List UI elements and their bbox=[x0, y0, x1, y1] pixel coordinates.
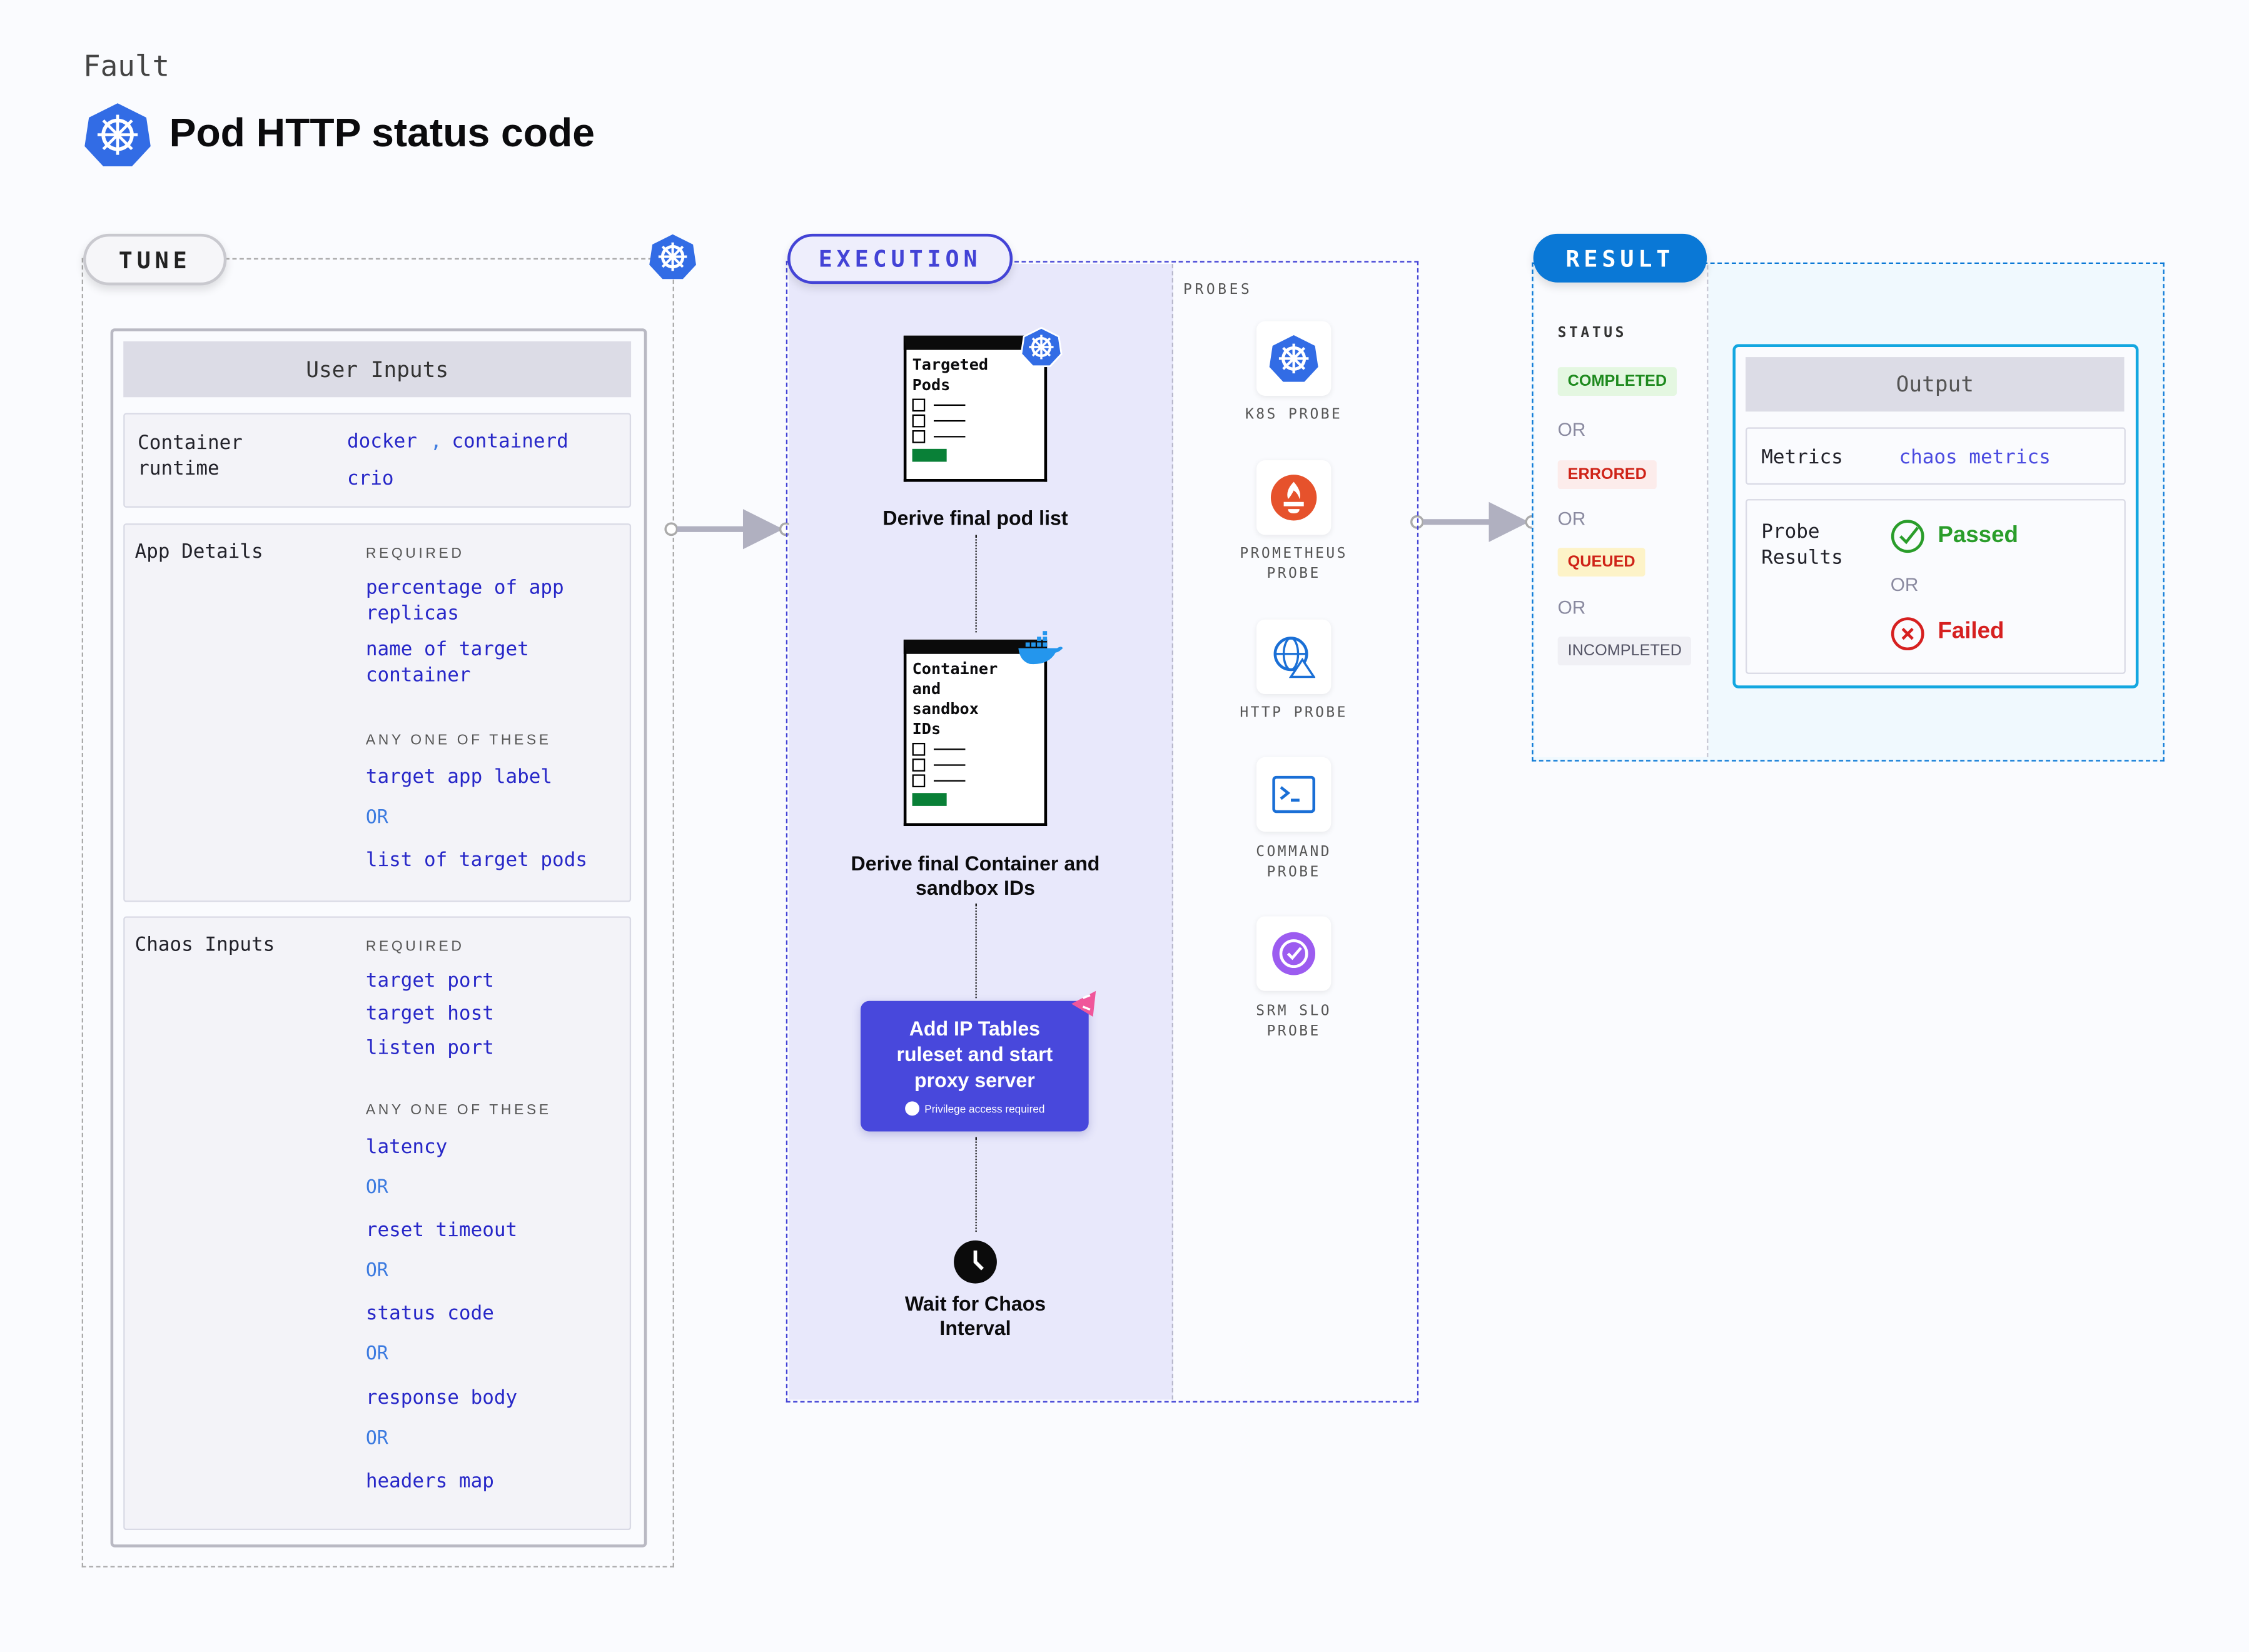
clock-icon bbox=[954, 1240, 997, 1284]
user-inputs-header: User Inputs bbox=[123, 341, 632, 398]
app-details-row bbox=[123, 523, 632, 902]
command-probe-icon bbox=[1256, 757, 1332, 832]
step-derive-container-ids: Derive final Container and sandbox IDs bbox=[851, 852, 1100, 899]
probe-results-row bbox=[1746, 499, 2126, 674]
or-label: OR bbox=[365, 1177, 388, 1199]
any-caption: ANY ONE OF THESE bbox=[365, 1102, 552, 1119]
probe-label: K8S PROBE bbox=[1245, 407, 1343, 423]
input-value: name of target container bbox=[365, 638, 529, 687]
lock-icon bbox=[904, 1101, 919, 1116]
container-runtime-row bbox=[123, 413, 632, 508]
app-details-label: App Details bbox=[134, 540, 263, 564]
privilege-note: Privilege access required bbox=[924, 1102, 1045, 1116]
any-caption: ANY ONE OF THESE bbox=[365, 732, 552, 749]
srm-slo-probe-icon bbox=[1256, 916, 1332, 991]
runtime-docker: docker bbox=[347, 430, 417, 453]
probe-label: PROMETHEUS PROBE bbox=[1240, 546, 1348, 583]
metrics-value: chaos metrics bbox=[1899, 446, 2051, 469]
chaos-inputs-label: Chaos Inputs bbox=[134, 934, 275, 957]
docker-icon bbox=[1018, 631, 1063, 665]
input-value: target host bbox=[365, 1002, 494, 1025]
arrow-execution-to-result bbox=[1410, 501, 1539, 542]
execution-label: EXECUTION bbox=[787, 233, 1013, 285]
probe-failed: Failed bbox=[1938, 619, 2004, 644]
metrics-row bbox=[1746, 427, 2126, 485]
container-ids-card: Container and sandbox IDs bbox=[903, 639, 1048, 826]
page-title: Pod HTTP status code bbox=[169, 110, 595, 155]
iptables-action-title: Add IP Tables ruleset and start proxy se… bbox=[896, 1017, 1053, 1092]
input-value: listen port bbox=[365, 1037, 494, 1060]
targeted-pods-card: Targeted Pods bbox=[903, 335, 1048, 482]
or-label: OR bbox=[1557, 507, 1586, 530]
probe-passed: Passed bbox=[1938, 523, 2018, 548]
required-caption: REQUIRED bbox=[365, 939, 465, 955]
input-value: headers map bbox=[365, 1469, 494, 1493]
or-label: OR bbox=[365, 1260, 388, 1282]
fault-kind-label: Fault bbox=[83, 48, 170, 84]
output-header: Output bbox=[1746, 357, 2125, 412]
status-column bbox=[1534, 264, 1708, 757]
arrow-tune-to-execution bbox=[664, 509, 793, 550]
runtime-containerd: containerd bbox=[452, 430, 569, 453]
x-circle-icon bbox=[1891, 617, 1924, 651]
kubernetes-icon bbox=[649, 234, 696, 280]
probe-label: COMMAND PROBE bbox=[1256, 844, 1332, 881]
k8s-probe-icon bbox=[1256, 321, 1332, 396]
status-caption: STATUS bbox=[1557, 325, 1627, 341]
status-badge-incompleted: INCOMPLETED bbox=[1557, 637, 1692, 666]
input-value: list of target pods bbox=[365, 849, 588, 872]
http-probe-icon bbox=[1256, 619, 1332, 695]
flow-connector bbox=[975, 903, 977, 999]
step-derive-pod-list: Derive final pod list bbox=[882, 506, 1068, 530]
prometheus-probe-icon bbox=[1256, 460, 1332, 535]
required-caption: REQUIRED bbox=[365, 546, 465, 563]
status-badge-queued: QUEUED bbox=[1557, 548, 1645, 577]
status-badge-completed: COMPLETED bbox=[1557, 367, 1677, 396]
or-label: OR bbox=[365, 1343, 388, 1366]
chaos-fault-icon bbox=[1071, 990, 1096, 1017]
result-label: RESULT bbox=[1533, 233, 1707, 283]
flow-connector bbox=[975, 535, 977, 633]
input-value: target app label bbox=[365, 765, 553, 789]
or-label: OR bbox=[365, 1428, 388, 1450]
chaos-inputs-row bbox=[123, 916, 632, 1531]
probe-results-label: Probe Results bbox=[1761, 520, 1843, 570]
input-value: percentage of app replicas bbox=[365, 576, 564, 625]
container-runtime-label: Container runtime bbox=[138, 431, 243, 481]
flow-connector bbox=[975, 1137, 977, 1232]
execution-panel bbox=[786, 261, 1419, 1403]
tune-label: TUNE bbox=[83, 233, 227, 286]
step-wait-chaos-interval: Wait for Chaos Interval bbox=[904, 1292, 1046, 1340]
input-value: target port bbox=[365, 969, 494, 993]
input-value: response body bbox=[365, 1386, 518, 1410]
check-circle-icon bbox=[1891, 520, 1924, 553]
input-value: status code bbox=[365, 1302, 494, 1326]
runtime-separator: , bbox=[430, 430, 442, 453]
iptables-action-box: Add IP Tables ruleset and start proxy se… bbox=[861, 1000, 1089, 1132]
kubernetes-icon bbox=[1020, 326, 1063, 368]
kubernetes-icon bbox=[84, 103, 151, 167]
input-value: reset timeout bbox=[365, 1219, 518, 1242]
status-badge-errored: ERRORED bbox=[1557, 460, 1657, 490]
input-value: latency bbox=[365, 1136, 448, 1159]
runtime-crio: crio bbox=[347, 467, 394, 491]
or-label: OR bbox=[1890, 573, 1919, 595]
probe-label: HTTP PROBE bbox=[1240, 705, 1348, 722]
or-label: OR bbox=[1557, 597, 1586, 618]
probes-caption: PROBES bbox=[1183, 282, 1253, 299]
probe-label: SRM SLO PROBE bbox=[1256, 1004, 1332, 1040]
metrics-label: Metrics bbox=[1761, 446, 1843, 469]
or-label: OR bbox=[1557, 418, 1586, 441]
tune-panel bbox=[81, 258, 674, 1568]
or-label: OR bbox=[365, 807, 388, 829]
